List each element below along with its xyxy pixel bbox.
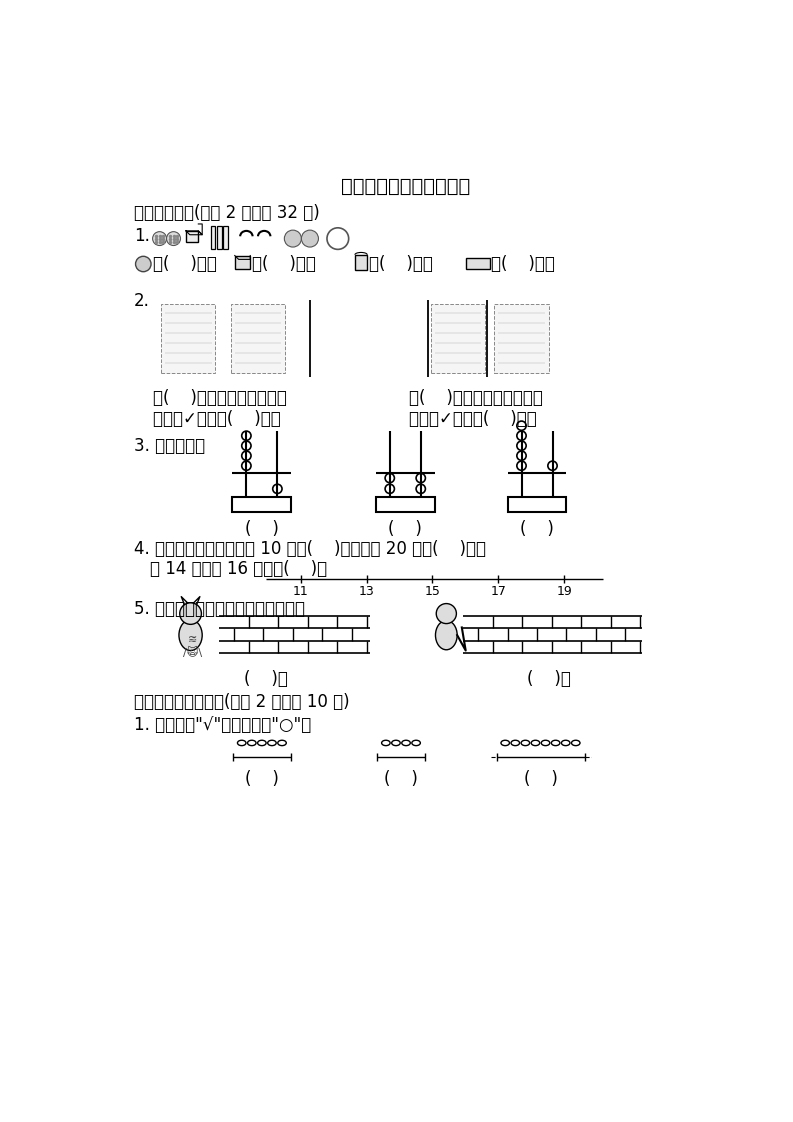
Text: 有(    )个茶杯，每个茶杯里: 有( )个茶杯，每个茶杯里 bbox=[153, 388, 287, 407]
Circle shape bbox=[301, 230, 319, 247]
Ellipse shape bbox=[435, 620, 458, 650]
Bar bbox=[466, 258, 490, 268]
Circle shape bbox=[167, 231, 181, 246]
Text: 有(    )个，: 有( )个， bbox=[252, 255, 316, 273]
Text: 有(    )个，: 有( )个， bbox=[369, 255, 433, 273]
Text: 1. 最长的画"√"，最短的画"○"。: 1. 最长的画"√"，最短的画"○"。 bbox=[134, 716, 311, 734]
Text: 有(    )个茶杯，每个茶杯里: 有( )个茶杯，每个茶杯里 bbox=[409, 388, 543, 407]
Text: 19: 19 bbox=[556, 585, 572, 598]
Text: (    ): ( ) bbox=[524, 770, 557, 788]
Text: 于 14 又小于 16 的数是(    )。: 于 14 又小于 16 的数是( )。 bbox=[150, 561, 327, 579]
Ellipse shape bbox=[179, 619, 202, 651]
Bar bbox=[235, 256, 251, 269]
Circle shape bbox=[152, 231, 167, 246]
Text: 17: 17 bbox=[490, 585, 506, 598]
Text: 1.: 1. bbox=[134, 227, 150, 245]
Text: 13: 13 bbox=[358, 585, 374, 598]
Text: (    )块: ( )块 bbox=[243, 670, 288, 688]
Bar bbox=[217, 226, 221, 249]
Text: (    ): ( ) bbox=[389, 519, 422, 537]
Text: 山西省某名校期末测试卷: 山西省某名校期末测试卷 bbox=[342, 177, 471, 196]
Text: (    ): ( ) bbox=[385, 770, 419, 788]
Bar bbox=[355, 255, 367, 270]
Bar bbox=[211, 226, 216, 249]
Text: 有(    )个，: 有( )个， bbox=[152, 255, 216, 273]
Bar bbox=[232, 497, 291, 512]
Text: (    ): ( ) bbox=[520, 519, 554, 537]
Circle shape bbox=[136, 256, 151, 272]
Bar bbox=[223, 226, 228, 249]
Circle shape bbox=[180, 603, 201, 624]
Bar bbox=[431, 304, 485, 374]
Text: 5. 两个半块算一块，各砌了多少块？: 5. 两个半块算一块，各砌了多少块？ bbox=[134, 600, 305, 618]
Text: 3. 看图写数。: 3. 看图写数。 bbox=[134, 438, 205, 456]
Text: (    ): ( ) bbox=[245, 770, 279, 788]
Bar bbox=[508, 497, 566, 512]
Text: 一、填一填。(每空 2 分，共 32 分): 一、填一填。(每空 2 分，共 32 分) bbox=[134, 204, 320, 222]
Text: 二、按要求做一做。(每题 2 分，共 10 分): 二、按要求做一做。(每题 2 分，共 10 分) bbox=[134, 693, 350, 711]
Bar bbox=[186, 231, 198, 241]
Text: 4. 下面几个数中，最接近 10 的是(    )，最接近 20 的是(    )，大: 4. 下面几个数中，最接近 10 的是( )，最接近 20 的是( )，大 bbox=[134, 541, 486, 559]
Circle shape bbox=[436, 604, 457, 624]
Bar bbox=[231, 304, 285, 374]
Bar bbox=[494, 304, 549, 374]
Text: (    ): ( ) bbox=[245, 519, 279, 537]
Text: 11: 11 bbox=[293, 585, 308, 598]
Circle shape bbox=[285, 230, 301, 247]
Bar bbox=[161, 304, 216, 374]
Text: ≋
/🙀\: ≋ /🙀\ bbox=[182, 635, 201, 659]
Text: (    )块: ( )块 bbox=[527, 670, 570, 688]
Text: 2.: 2. bbox=[134, 293, 150, 311]
Text: 有(    )个。: 有( )个。 bbox=[492, 255, 555, 273]
Text: 放一把✓，还多(    )把。: 放一把✓，还多( )把。 bbox=[409, 411, 537, 429]
Text: 15: 15 bbox=[424, 585, 440, 598]
Text: 放一把✓，还缺(    )把。: 放一把✓，还缺( )把。 bbox=[153, 411, 282, 429]
Bar bbox=[376, 497, 435, 512]
